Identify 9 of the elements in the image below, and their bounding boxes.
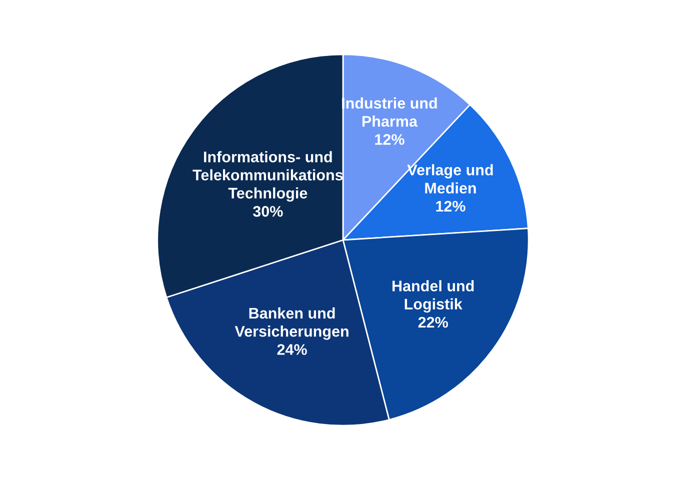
slice-label: Handel und Logistik [392,280,474,313]
slice-label: Banken und Versicherungen [234,307,348,340]
data-label: 24% [277,344,307,355]
data-label: 12% [375,134,404,145]
data-label: 30% [252,206,283,217]
slice-label: Informations- und Telekommunikations Technlogie [192,151,343,202]
data-label: 22% [418,316,448,328]
data-label: 12% [436,200,466,212]
slice-label: Verlage und Medien [407,164,493,194]
